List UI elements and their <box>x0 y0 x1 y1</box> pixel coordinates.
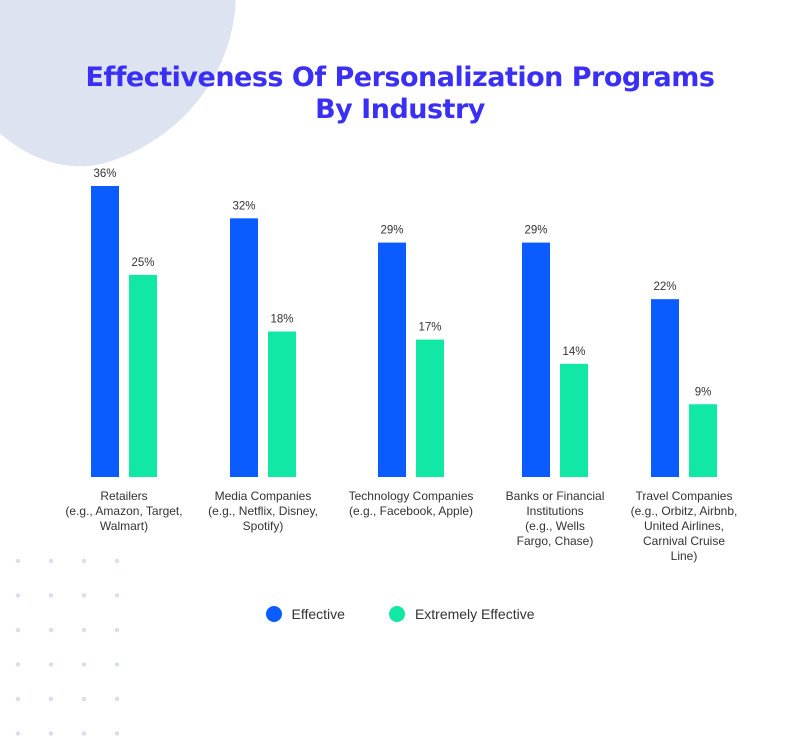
bar-effective-2 <box>378 242 406 477</box>
decor-dot <box>114 696 120 702</box>
data-label-effective-2: 29% <box>380 225 403 237</box>
bar-effective-3 <box>522 242 550 477</box>
decor-dot <box>48 627 54 633</box>
decor-dot <box>114 627 120 633</box>
chart-title-line-2: By Industry <box>315 94 485 125</box>
legend-swatch-extremely-effective <box>388 606 405 622</box>
category-label-4-line-4: Line) <box>671 549 698 563</box>
bar-extremely-effective-4 <box>689 404 717 477</box>
data-label-effective-1: 32% <box>232 200 255 212</box>
bar-extremely-effective-0 <box>129 274 157 477</box>
decor-dot <box>81 696 87 702</box>
data-label-effective-4: 22% <box>653 281 676 293</box>
category-label-0-line-1: (e.g., Amazon, Target, <box>65 504 182 518</box>
category-label-4-line-0: Travel Companies <box>636 489 733 503</box>
decor-dot <box>15 627 21 633</box>
decor-dot <box>81 731 87 736</box>
bar-effective-4 <box>651 299 679 477</box>
data-label-extremely-effective-3: 14% <box>562 346 585 358</box>
chart-title: Effectiveness Of Personalization Program… <box>0 62 800 126</box>
decor-dot <box>81 627 87 633</box>
decor-dot <box>15 558 21 564</box>
decor-dot <box>114 731 120 736</box>
category-label-4-line-1: (e.g., Orbitz, Airbnb, <box>631 504 738 518</box>
decor-dot <box>48 731 54 736</box>
data-label-effective-3: 29% <box>524 225 547 237</box>
data-label-extremely-effective-0: 25% <box>131 257 154 269</box>
category-label-4-line-2: United Airlines, <box>644 519 724 533</box>
decor-dot <box>81 662 87 667</box>
category-label-1-line-1: (e.g., Netflix, Disney, <box>208 504 318 518</box>
data-label-effective-0: 36% <box>93 168 116 180</box>
legend-item-effective[interactable]: Effective <box>265 606 345 622</box>
bar-chart: 36% 25% Retailers(e.g., Amazon, Target,Wal… <box>65 168 738 563</box>
bar-effective-1 <box>230 218 258 478</box>
decor-dot <box>81 593 87 598</box>
decor-dot <box>48 593 54 598</box>
category-label-3-line-0: Banks or Financial <box>506 489 605 503</box>
decor-dot <box>15 696 21 702</box>
category-label-0-line-0: Retailers <box>100 489 147 503</box>
legend: Effective Extremely Effective <box>0 606 800 622</box>
category-label-3-line-2: (e.g., Wells <box>525 519 585 533</box>
category-label-2-line-1: (e.g., Facebook, Apple) <box>349 504 473 518</box>
category-label-4-line-3: Carnival Cruise <box>643 534 725 548</box>
data-label-extremely-effective-1: 18% <box>270 314 293 326</box>
bar-extremely-effective-2 <box>416 339 444 477</box>
category-label-1-line-0: Media Companies <box>215 489 312 503</box>
legend-item-extremely-effective[interactable]: Extremely Effective <box>388 606 535 622</box>
legend-swatch-effective <box>265 606 282 622</box>
decor-dot <box>114 593 120 598</box>
decor-dot <box>15 731 21 736</box>
category-label-0-line-2: Walmart) <box>100 519 148 533</box>
decor-dot <box>48 662 54 667</box>
chart-title-line-1: Effectiveness Of Personalization Program… <box>85 62 715 93</box>
category-label-3-line-3: Fargo, Chase) <box>517 534 594 548</box>
decor-dot <box>81 558 87 564</box>
legend-label-extremely-effective: Extremely Effective <box>414 606 535 622</box>
decor-dot <box>15 662 21 667</box>
bar-extremely-effective-1 <box>268 331 296 477</box>
decor-dot <box>48 696 54 702</box>
category-label-3-line-1: Institutions <box>526 504 583 518</box>
decor-dot <box>48 558 54 564</box>
data-label-extremely-effective-2: 17% <box>418 322 441 334</box>
decor-dot <box>15 593 21 598</box>
bar-effective-0 <box>91 186 119 477</box>
legend-label-effective: Effective <box>291 606 345 622</box>
decor-dot <box>114 662 120 667</box>
decor-dot <box>114 558 120 564</box>
category-label-2-line-0: Technology Companies <box>349 489 474 503</box>
data-label-extremely-effective-4: 9% <box>695 386 712 398</box>
bar-extremely-effective-3 <box>560 363 588 477</box>
category-label-1-line-2: Spotify) <box>243 519 284 533</box>
